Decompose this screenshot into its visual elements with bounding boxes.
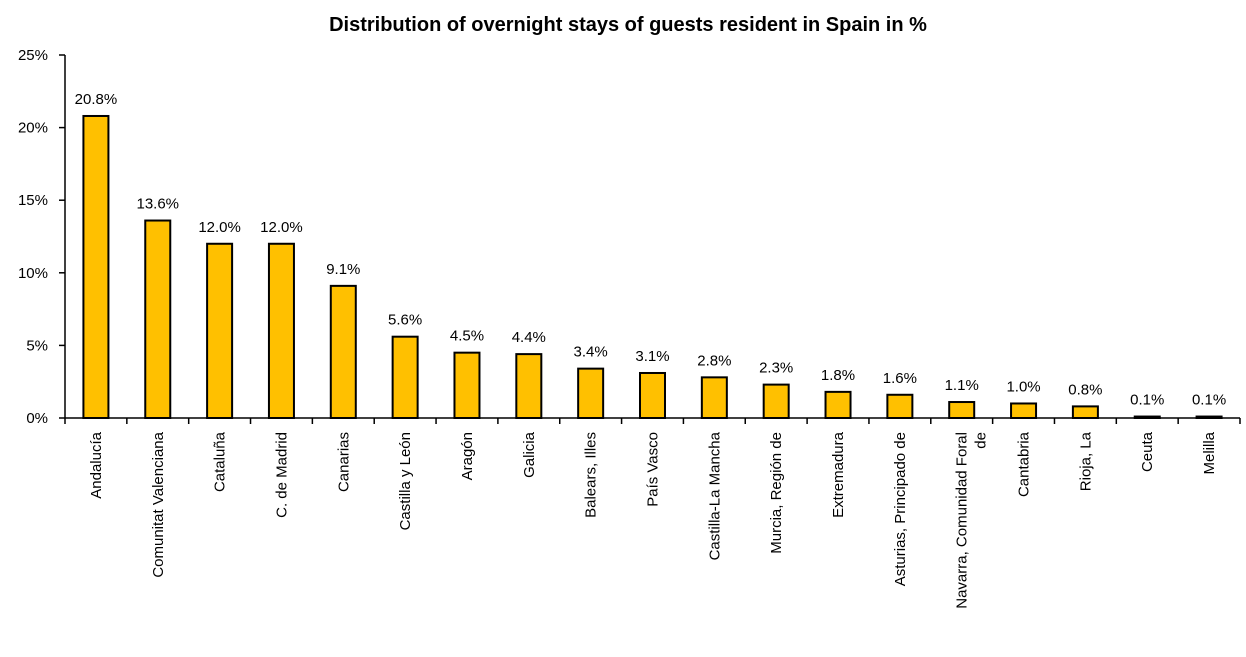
- x-tick-label: Galicia: [521, 431, 538, 478]
- x-tick-label: de: [973, 432, 990, 449]
- bar: [1133, 415, 1161, 420]
- chart-title: Distribution of overnight stays of guest…: [329, 14, 927, 36]
- bar: [948, 401, 976, 420]
- x-tick-label: Aragón: [459, 432, 476, 480]
- data-label: 4.5%: [450, 328, 484, 345]
- data-label: 1.6%: [883, 370, 917, 387]
- data-label: 5.6%: [388, 312, 422, 329]
- data-label: 0.1%: [1192, 392, 1226, 409]
- x-tick-label: Murcia, Región de: [768, 432, 785, 554]
- data-label: 12.0%: [198, 219, 241, 236]
- x-tick-label: Ceuta: [1139, 431, 1156, 472]
- data-label: 12.0%: [260, 219, 303, 236]
- data-label: 9.1%: [326, 261, 360, 278]
- bar: [639, 371, 666, 420]
- data-label: 1.0%: [1006, 378, 1040, 395]
- data-label: 1.1%: [945, 377, 979, 394]
- bar: [267, 242, 295, 419]
- x-tick-label: Cataluña: [212, 431, 229, 492]
- y-tick-label: 25%: [18, 47, 48, 64]
- data-label: 3.1%: [635, 348, 669, 365]
- x-tick-label: Andalucía: [88, 431, 105, 498]
- data-label: 0.8%: [1068, 381, 1102, 398]
- y-tick-label: 10%: [18, 265, 48, 282]
- data-label: 20.8%: [75, 91, 118, 108]
- bar: [1071, 405, 1099, 420]
- bar: [515, 353, 543, 419]
- data-label: 0.1%: [1130, 392, 1164, 409]
- x-tick-label: Castilla y León: [397, 432, 414, 530]
- x-tick-label: Extremadura: [830, 431, 847, 518]
- bar: [206, 242, 234, 419]
- x-tick-label: Melilla: [1201, 431, 1218, 474]
- x-tick-label: Cantabria: [1016, 431, 1033, 497]
- bar: [824, 390, 852, 420]
- data-label: 1.8%: [821, 367, 855, 384]
- x-tick-label: C. de Madrid: [273, 432, 290, 518]
- bar: [700, 376, 728, 419]
- bar: [391, 335, 419, 419]
- bar: [886, 393, 914, 420]
- data-label: 2.3%: [759, 360, 793, 377]
- bar: [1195, 415, 1223, 420]
- y-tick-label: 5%: [26, 337, 48, 354]
- data-label: 2.8%: [697, 352, 731, 369]
- y-tick-label: 20%: [18, 120, 48, 137]
- bar: [1010, 402, 1038, 420]
- bar: [577, 367, 605, 419]
- x-tick-label: Rioja, La: [1077, 431, 1094, 491]
- x-tick-label: Balears, Illes: [583, 432, 600, 518]
- bar: [453, 351, 481, 419]
- x-tick-label: País Vasco: [645, 432, 662, 507]
- x-tick-label: Navarra, Comunidad Foral: [954, 432, 971, 609]
- y-tick-label: 0%: [26, 410, 48, 427]
- data-label: 4.4%: [512, 329, 546, 346]
- y-tick-label: 15%: [18, 192, 48, 209]
- bar: [329, 284, 357, 420]
- x-tick-label: Comunitat Valenciana: [150, 431, 167, 577]
- data-label: 3.4%: [574, 344, 608, 361]
- bar: [762, 383, 790, 420]
- data-label: 13.6%: [136, 196, 179, 213]
- x-tick-label: Asturias, Principado de: [892, 432, 909, 586]
- x-tick-label: Castilla-La Mancha: [706, 431, 723, 560]
- x-tick-label: Canarias: [335, 432, 352, 492]
- bar: [82, 114, 110, 419]
- bar: [144, 219, 172, 419]
